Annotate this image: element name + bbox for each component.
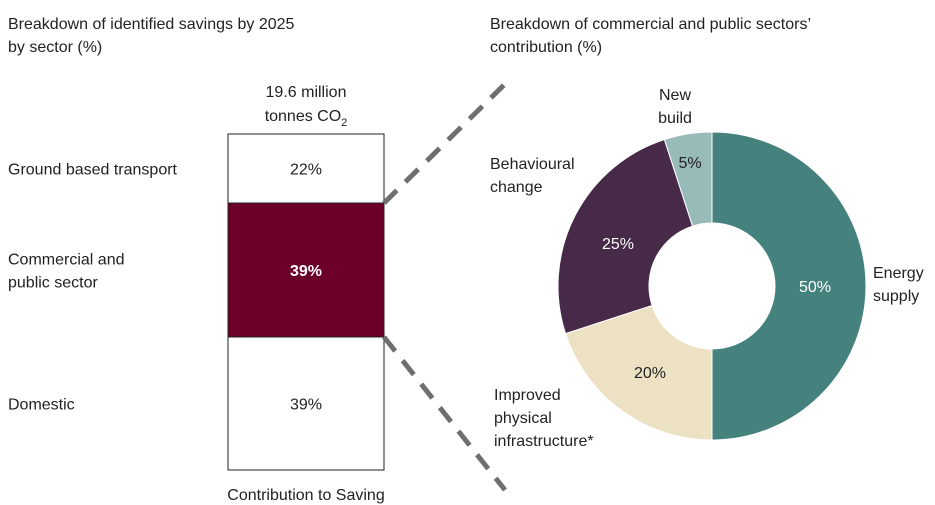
donut-value-label-1: 50% (799, 279, 831, 296)
stack-value-label-1: 22% (290, 162, 322, 179)
donut-slice-2 (564, 304, 713, 441)
stack-header-line2: tonnes CO2 (265, 108, 348, 129)
right-chart-title-line2: contribution (%) (490, 39, 602, 56)
donut-slice-3 (557, 138, 694, 335)
stack-category-label-2-line2: public sector (8, 275, 98, 292)
stack-segment-3 (227, 336, 385, 471)
donut-value-label-4: 5% (678, 155, 701, 172)
donut-category-label-3-line1: Behavioural (490, 156, 575, 173)
stack-category-label-1-line1: Ground based transport (8, 162, 178, 179)
donut-category-label-4-line1: New (659, 87, 691, 104)
donut-category-label-2-line1: Improved (494, 387, 561, 404)
donut-category-label-1-line1: Energy (873, 265, 924, 282)
stack-value-label-2: 39% (290, 263, 322, 280)
donut-category-label-1-line2: supply (873, 288, 919, 305)
stack-category-label-3-line1: Domestic (8, 397, 75, 414)
stack-value-label-3: 39% (290, 397, 322, 414)
donut-category-label-3-line2: change (490, 179, 543, 196)
donut-value-label-2: 20% (634, 365, 666, 382)
connector-line-lower (382, 335, 507, 492)
stack-x-axis-label: Contribution to Saving (227, 487, 384, 504)
donut-category-label-2-line3: infrastructure* (494, 433, 594, 450)
left-chart-title-line2: by sector (%) (8, 39, 102, 56)
connector-line-upper (382, 82, 507, 205)
donut-value-label-3: 25% (602, 236, 634, 253)
right-chart-title-line1: Breakdown of commercial and public secto… (490, 16, 811, 33)
stack-header-line1: 19.6 million (266, 84, 347, 101)
left-chart-title-line1: Breakdown of identified savings by 2025 (8, 16, 295, 33)
donut-slice-4 (663, 131, 713, 227)
stack-segment-2 (227, 202, 385, 338)
stack-segment-1 (227, 133, 385, 204)
stack-category-label-2-line1: Commercial and (8, 252, 124, 269)
donut-slice-1 (711, 131, 867, 441)
donut-category-label-4-line2: build (658, 110, 692, 127)
donut-category-label-2-line2: physical (494, 410, 552, 427)
